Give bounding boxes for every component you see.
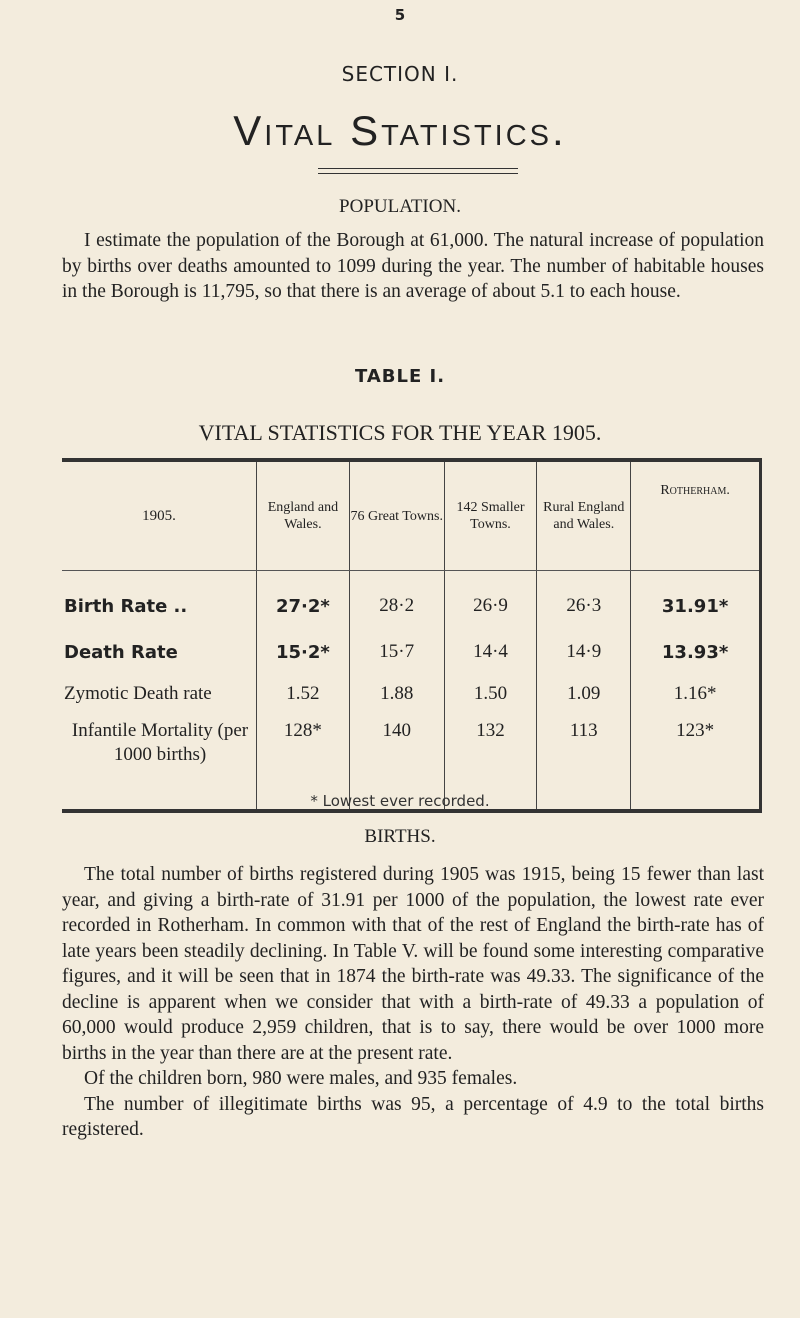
column-header: Rotherham. [630, 460, 762, 571]
table-cell: 140 [348, 715, 445, 811]
table-footnote: * Lowest ever recorded. [310, 792, 490, 810]
table-cell: 1.16* [630, 673, 762, 715]
table-cell: 26·3 [536, 570, 631, 631]
page-number: 5 [394, 6, 406, 24]
table-cell: 132 [443, 715, 537, 811]
table-title: VITAL STATISTICS FOR THE YEAR 1905. [198, 420, 602, 445]
table-cell: 26·9 [443, 570, 537, 631]
column-header: 76 Great Towns. [348, 460, 445, 571]
page-title: Vital Statistics. [233, 107, 567, 154]
table-cell: 28·2 [348, 570, 445, 631]
row-label: Infantile Mortality (per 1000 births) [71, 720, 249, 765]
table-row: Death Rate 15·2* 15·7 14·4 14·9 13.93* [62, 631, 762, 673]
table-cell: 27·2* [256, 570, 350, 631]
table-cell: 113 [536, 715, 631, 811]
row-label: Zymotic Death rate [64, 683, 212, 704]
table-row: Infantile Mortality (per 1000 births) 12… [62, 715, 762, 811]
births-section: The total number of births registered du… [62, 862, 764, 1143]
column-header: 1905. [62, 460, 257, 571]
double-rule-divider [318, 168, 518, 174]
table-cell: 1.52 [256, 673, 350, 715]
table-row: Zymotic Death rate 1.52 1.88 1.50 1.09 1… [62, 673, 762, 715]
column-header: Rural England and Wales. [536, 460, 631, 571]
column-header: 142 Smaller Towns. [443, 460, 537, 571]
row-label: Birth Rate .. [64, 595, 188, 617]
row-label: Death Rate [64, 641, 178, 663]
table-cell: 13.93* [630, 631, 762, 673]
paragraph: Of the children born, 980 were males, an… [84, 1068, 518, 1089]
table-cell: 14·4 [443, 631, 537, 673]
table-header-row: 1905. England and Wales. 76 Great Towns.… [62, 460, 762, 571]
births-heading: BIRTHS. [364, 826, 436, 847]
table-cell: 1.88 [348, 673, 445, 715]
population-paragraph: I estimate the population of the Borough… [62, 228, 764, 305]
table-row: Birth Rate .. 27·2* 28·2 26·9 26·3 31.91… [62, 570, 762, 631]
table-cell: 14·9 [536, 631, 631, 673]
table-cell: 15·2* [256, 631, 350, 673]
section-heading: SECTION I. [341, 62, 459, 86]
table-cell: 1.09 [536, 673, 631, 715]
paragraph: The number of illegitimate births was 95… [62, 1093, 764, 1141]
table-label: TABLE I. [354, 366, 446, 387]
population-heading: POPULATION. [339, 196, 461, 217]
vital-statistics-table: 1905. England and Wales. 76 Great Towns.… [62, 458, 762, 813]
column-header: England and Wales. [256, 460, 350, 571]
paragraph: The total number of births registered du… [62, 864, 764, 1064]
paragraph: I estimate the population of the Borough… [62, 230, 764, 302]
table-cell: 15·7 [348, 631, 445, 673]
table-cell: 31.91* [630, 570, 762, 631]
table-cell: 1.50 [443, 673, 537, 715]
table-cell: 123* [630, 715, 762, 811]
table-cell: 128* [256, 715, 350, 811]
